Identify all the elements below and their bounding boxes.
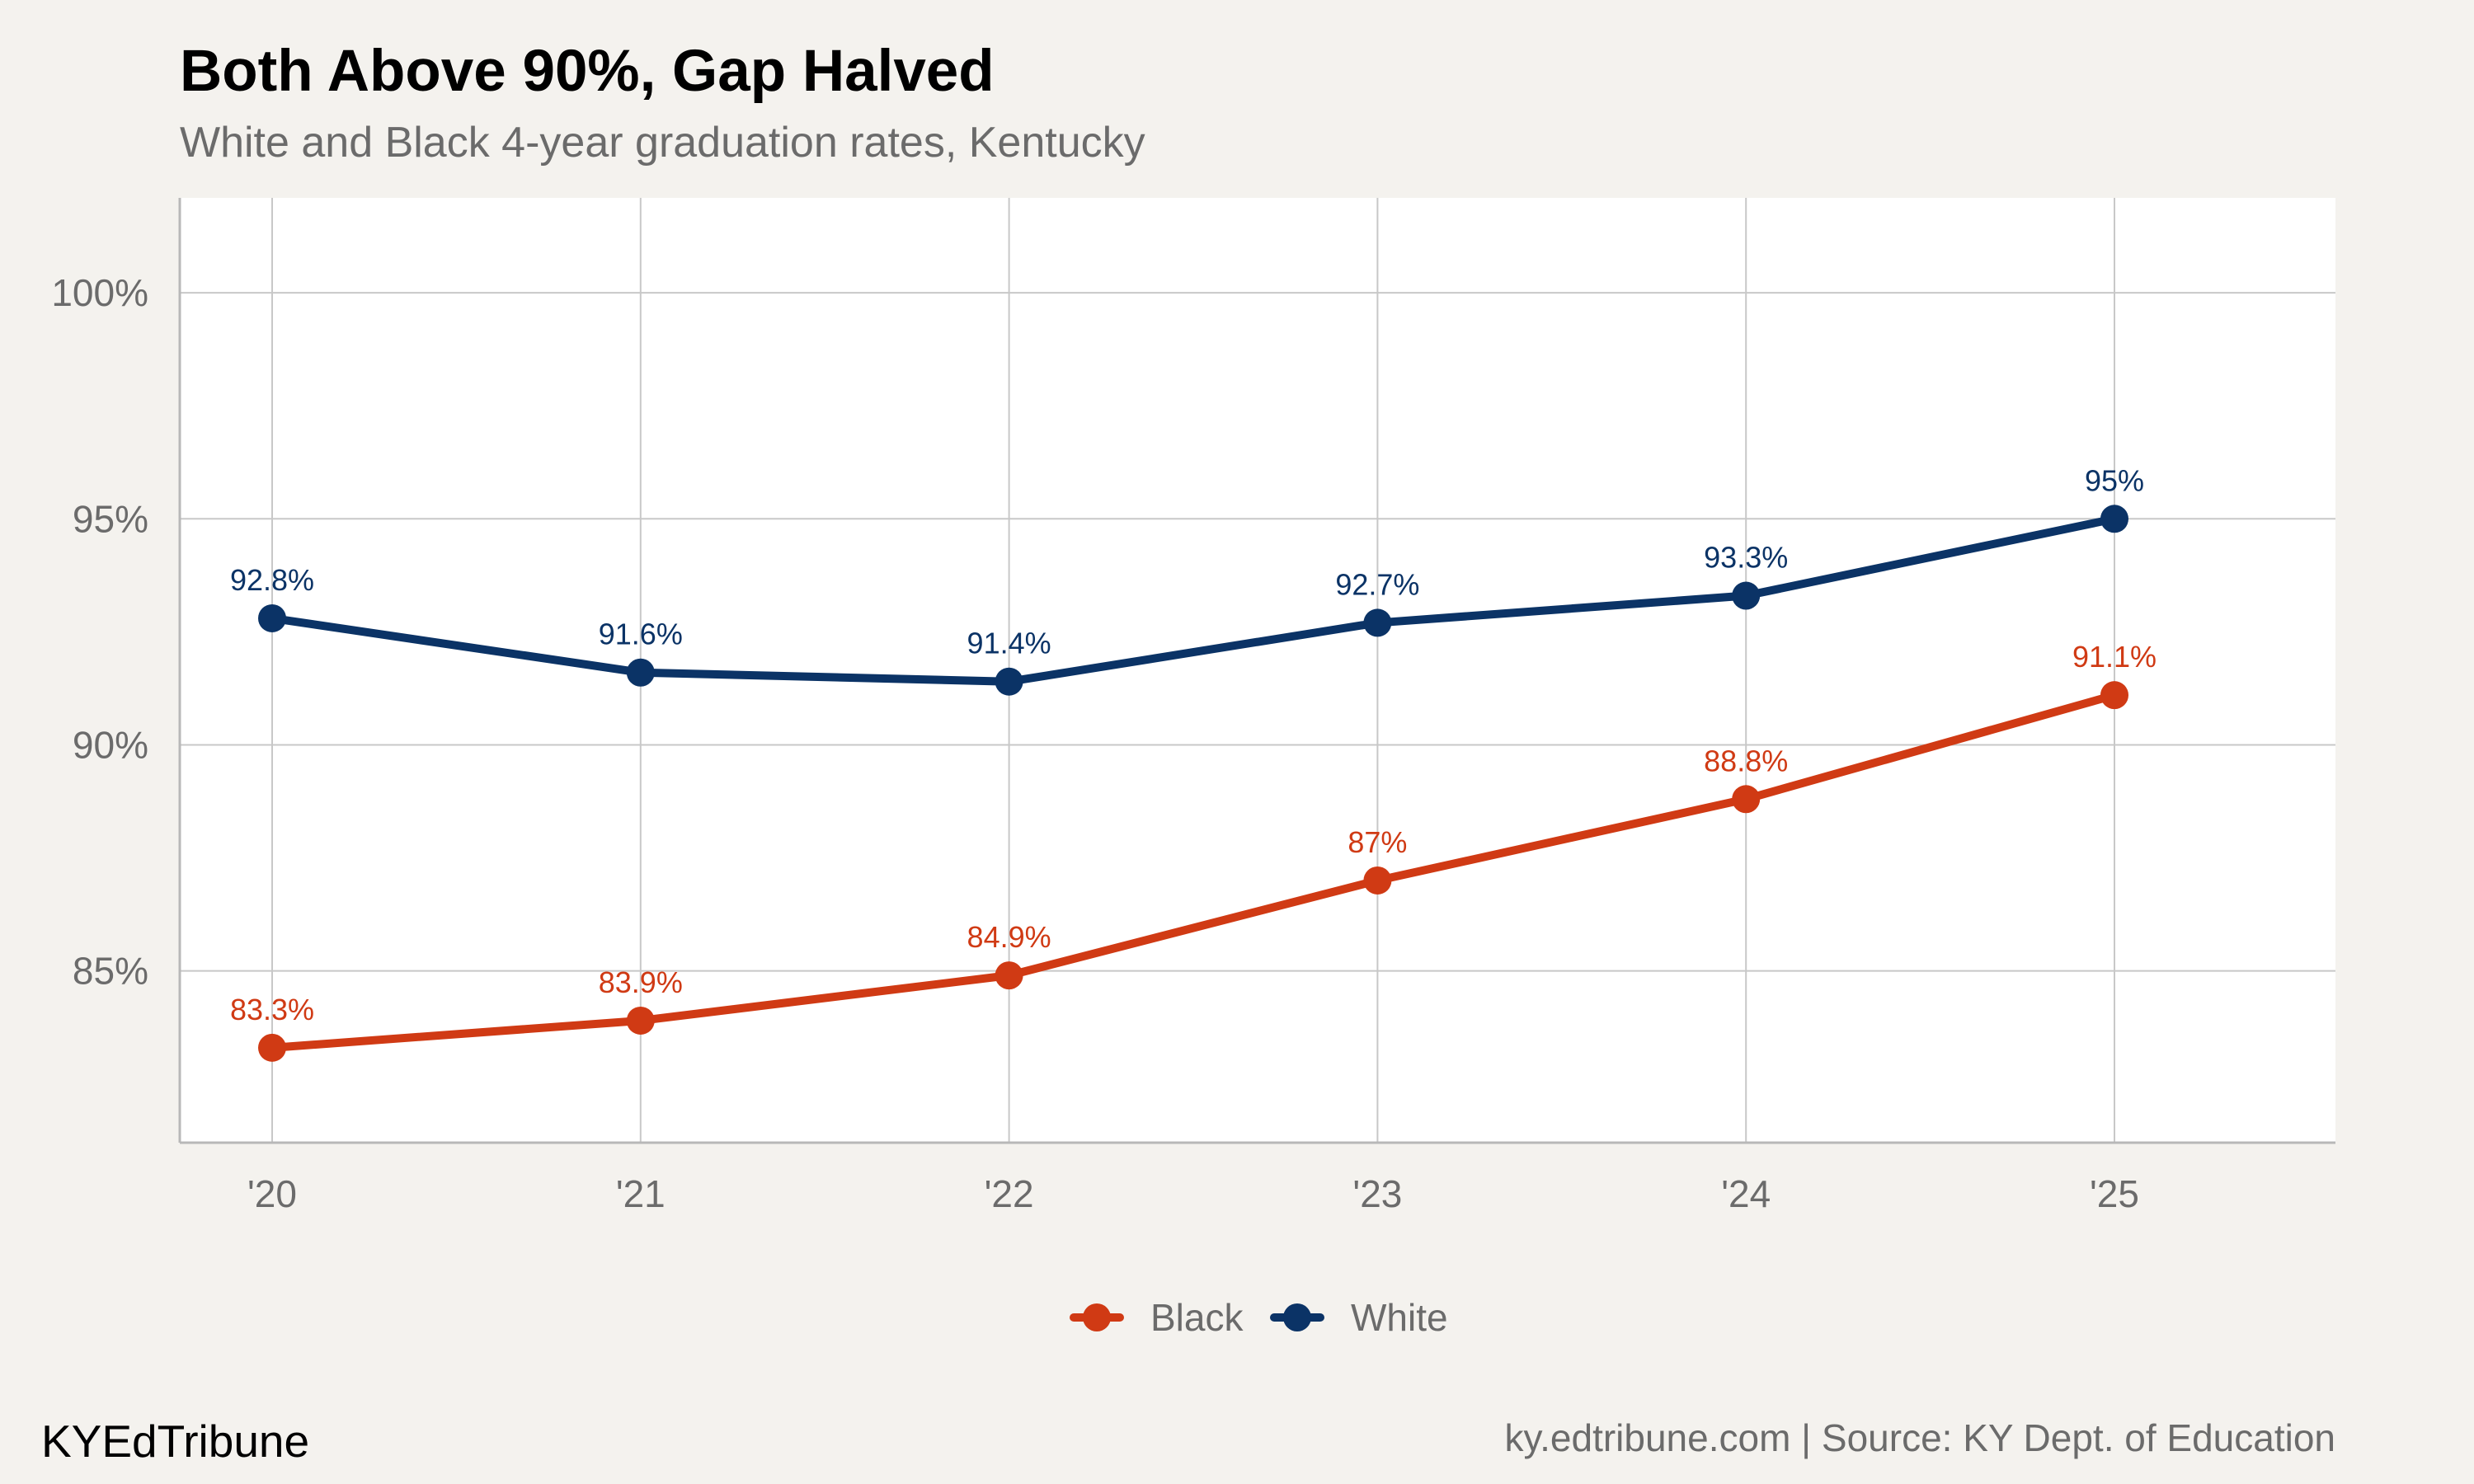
source-note: ky.edtribune.com | Source: KY Dept. of E… [1505,1416,2335,1459]
data-label-white: 93.3% [1704,541,1788,575]
data-point-white [2100,505,2128,533]
data-point-black [258,1033,286,1062]
data-point-black [2100,681,2128,710]
plot-panel [180,198,2335,1143]
data-point-white [995,667,1023,696]
y-tick-label: 100% [51,271,148,314]
data-label-black: 83.9% [599,965,683,999]
data-point-white [1363,608,1392,637]
data-label-white: 91.4% [967,627,1051,660]
legend-label-black: Black [1150,1296,1244,1339]
chart-subtitle: White and Black 4-year graduation rates,… [180,119,1145,167]
x-tick-label: '20 [247,1172,297,1215]
series [258,505,2128,1062]
x-tick-label: '22 [985,1172,1034,1215]
y-tick-label: 85% [73,950,148,993]
data-point-black [1363,866,1392,895]
data-label-black: 88.8% [1704,744,1788,777]
data-point-white [1732,581,1761,610]
series-line-black [268,691,2119,1052]
data-point-black [995,961,1023,990]
x-tick-label: '25 [2090,1172,2139,1215]
x-tick-label: '21 [616,1172,666,1215]
x-tick-label: '24 [1721,1172,1771,1215]
y-tick-label: 90% [73,723,148,766]
data-point-white [258,603,286,632]
data-point-white [626,658,655,687]
data-label-black: 84.9% [967,920,1051,954]
legend-label-white: White [1351,1296,1448,1339]
x-tick-label: '23 [1352,1172,1402,1215]
legend-key-point-white [1283,1303,1311,1331]
data-labels: 83.3% 83.9% 84.9% 87% 88.8% 91.1% 92.8% 91.6% 91… [230,463,2157,1026]
legend: Black White [1070,1296,1448,1339]
axes: 85% 90% 95% 100% '20 '21 '22 '23 '24 '25 [51,198,2335,1215]
data-label-black: 91.1% [2072,640,2157,674]
data-point-black [1732,785,1761,814]
data-label-white: 95% [2085,463,2144,497]
data-label-black: 87% [1348,825,1407,859]
data-label-white: 92.7% [1335,567,1419,601]
chart-title: Both Above 90%, Gap Halved [180,39,995,104]
brand-name: KYEdTribune [41,1416,309,1467]
data-label-black: 83.3% [230,993,314,1026]
y-tick-label: 95% [73,497,148,540]
legend-key-point-black [1083,1303,1111,1331]
data-point-black [626,1006,655,1035]
data-label-white: 91.6% [599,618,683,651]
data-label-white: 92.8% [230,563,314,597]
series-line-white [268,514,2119,686]
